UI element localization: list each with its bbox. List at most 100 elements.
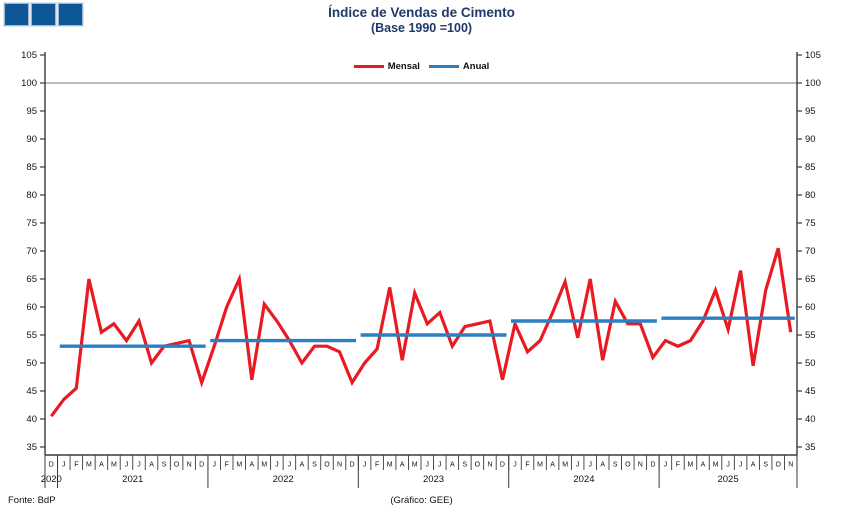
svg-text:F: F xyxy=(225,462,229,469)
svg-text:D: D xyxy=(650,462,655,469)
svg-text:50: 50 xyxy=(805,358,816,369)
svg-text:S: S xyxy=(463,462,468,469)
svg-text:M: M xyxy=(111,462,117,469)
svg-text:A: A xyxy=(400,462,405,469)
mensal-line-swatch xyxy=(353,64,384,69)
anual-line-swatch xyxy=(428,64,459,69)
x-axis-years: 2020 2021 2022 2023 2024 2025 xyxy=(41,455,798,488)
svg-text:65: 65 xyxy=(805,274,816,285)
svg-text:J: J xyxy=(513,462,517,469)
svg-text:J: J xyxy=(426,462,430,469)
svg-text:A: A xyxy=(701,462,706,469)
svg-text:J: J xyxy=(576,462,580,469)
svg-text:50: 50 xyxy=(26,358,37,369)
svg-text:75: 75 xyxy=(805,218,816,229)
svg-text:J: J xyxy=(212,462,216,469)
svg-text:M: M xyxy=(261,462,267,469)
svg-text:105: 105 xyxy=(805,50,821,61)
svg-text:35: 35 xyxy=(805,442,816,453)
svg-text:S: S xyxy=(312,462,317,469)
svg-text:F: F xyxy=(375,462,379,469)
svg-text:D: D xyxy=(199,462,204,469)
svg-text:M: M xyxy=(537,462,543,469)
svg-text:S: S xyxy=(613,462,618,469)
logo-square-1 xyxy=(4,3,29,26)
svg-text:A: A xyxy=(99,462,104,469)
svg-text:D: D xyxy=(350,462,355,469)
svg-text:2020: 2020 xyxy=(41,474,62,485)
svg-text:J: J xyxy=(288,462,292,469)
svg-text:35: 35 xyxy=(26,442,37,453)
svg-text:90: 90 xyxy=(805,134,816,145)
svg-text:J: J xyxy=(588,462,592,469)
svg-text:M: M xyxy=(713,462,719,469)
svg-text:2025: 2025 xyxy=(717,474,738,485)
svg-text:2022: 2022 xyxy=(273,474,294,485)
svg-text:A: A xyxy=(149,462,154,469)
y-axis-left-labels: 105 100 95 90 85 80 75 70 65 60 55 50 45 40 35 xyxy=(21,50,45,453)
svg-text:O: O xyxy=(625,462,631,469)
svg-text:S: S xyxy=(763,462,768,469)
svg-text:N: N xyxy=(788,462,793,469)
svg-text:O: O xyxy=(324,462,330,469)
y-axis-right-labels: 105 100 95 90 85 80 75 70 65 60 55 50 45 40 35 xyxy=(797,50,821,453)
svg-text:40: 40 xyxy=(26,414,37,425)
svg-text:2023: 2023 xyxy=(423,474,444,485)
svg-text:A: A xyxy=(600,462,605,469)
svg-text:M: M xyxy=(412,462,418,469)
svg-text:75: 75 xyxy=(26,218,37,229)
svg-text:60: 60 xyxy=(805,302,816,313)
svg-text:80: 80 xyxy=(805,190,816,201)
svg-text:J: J xyxy=(664,462,668,469)
svg-text:A: A xyxy=(249,462,254,469)
svg-text:A: A xyxy=(751,462,756,469)
svg-text:N: N xyxy=(487,462,492,469)
svg-text:N: N xyxy=(638,462,643,469)
svg-text:M: M xyxy=(86,462,92,469)
legend-label-anual: Anual xyxy=(462,61,490,72)
chart-title: Índice de Vendas de Cimento xyxy=(328,5,515,20)
svg-text:85: 85 xyxy=(805,162,816,173)
credit-note: (Gráfico: GEE) xyxy=(390,495,453,506)
svg-text:A: A xyxy=(550,462,555,469)
svg-text:40: 40 xyxy=(805,414,816,425)
svg-text:90: 90 xyxy=(26,134,37,145)
svg-text:60: 60 xyxy=(26,302,37,313)
legend-item-mensal: Mensal xyxy=(353,61,420,72)
svg-text:O: O xyxy=(174,462,180,469)
svg-text:F: F xyxy=(74,462,78,469)
chart-legend: Mensal Anual xyxy=(0,61,843,72)
svg-text:J: J xyxy=(137,462,141,469)
svg-text:105: 105 xyxy=(21,50,37,61)
svg-text:J: J xyxy=(62,462,66,469)
svg-text:A: A xyxy=(450,462,455,469)
svg-text:N: N xyxy=(337,462,342,469)
svg-text:M: M xyxy=(562,462,568,469)
svg-text:95: 95 xyxy=(26,106,37,117)
legend-item-anual: Anual xyxy=(428,61,490,72)
svg-text:45: 45 xyxy=(805,386,816,397)
svg-text:M: M xyxy=(688,462,694,469)
svg-text:2024: 2024 xyxy=(573,474,594,485)
svg-text:D: D xyxy=(500,462,505,469)
svg-text:N: N xyxy=(187,462,192,469)
svg-text:J: J xyxy=(739,462,743,469)
svg-text:F: F xyxy=(676,462,680,469)
svg-text:J: J xyxy=(275,462,279,469)
svg-text:M: M xyxy=(236,462,242,469)
svg-text:J: J xyxy=(125,462,129,469)
svg-text:M: M xyxy=(387,462,393,469)
svg-text:100: 100 xyxy=(805,78,821,89)
svg-text:J: J xyxy=(438,462,442,469)
svg-text:55: 55 xyxy=(26,330,37,341)
legend-label-mensal: Mensal xyxy=(387,61,420,72)
svg-text:2021: 2021 xyxy=(122,474,143,485)
svg-text:65: 65 xyxy=(26,274,37,285)
logo-square-2 xyxy=(31,3,56,26)
svg-text:95: 95 xyxy=(805,106,816,117)
svg-text:A: A xyxy=(300,462,305,469)
svg-text:J: J xyxy=(726,462,730,469)
svg-text:85: 85 xyxy=(26,162,37,173)
